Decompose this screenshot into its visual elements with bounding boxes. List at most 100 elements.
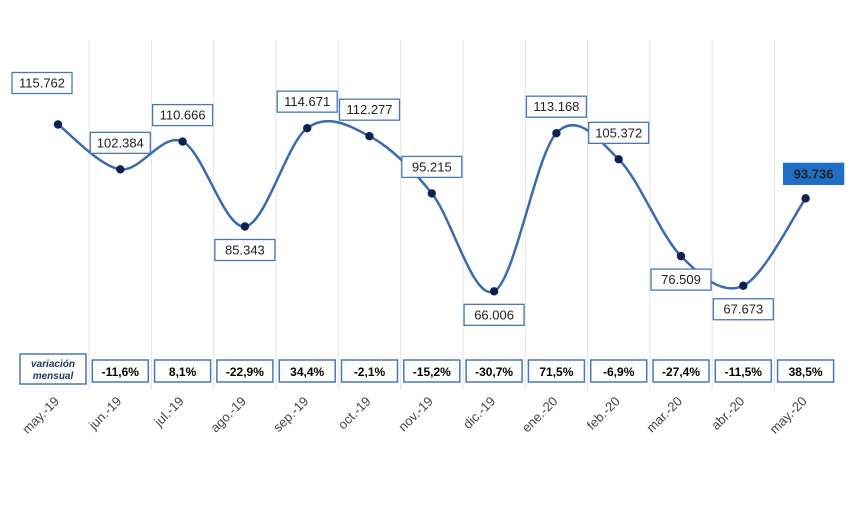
variation-cell: -22,9% xyxy=(216,359,274,383)
variation-box xyxy=(153,359,212,383)
variation-value: -15,2% xyxy=(413,365,451,379)
value-label-text: 76.509 xyxy=(661,272,701,287)
data-point xyxy=(53,120,63,129)
variation-value: -11,6% xyxy=(102,365,140,379)
variation-cell: -11,5% xyxy=(714,359,773,383)
data-point xyxy=(303,123,312,133)
data-point xyxy=(552,129,561,138)
x-tick-label: ago.-19 xyxy=(207,394,249,436)
variation-legend-line2: mensual xyxy=(33,371,74,382)
value-label-box xyxy=(151,103,214,127)
variation-value: 34,4% xyxy=(290,365,324,379)
variation-cell: -30,7% xyxy=(465,359,523,383)
variation-value: -22,9% xyxy=(226,365,264,379)
value-label-text: 85.343 xyxy=(225,242,265,257)
variation-box xyxy=(527,359,586,383)
variation-box xyxy=(714,359,773,383)
data-point xyxy=(801,194,810,203)
value-label-text: 66.006 xyxy=(474,307,514,322)
data-point xyxy=(427,189,436,198)
variation-box xyxy=(91,359,150,383)
value-label-box xyxy=(338,98,401,121)
value-label-text: 93.736 xyxy=(794,166,834,181)
variation-legend-box xyxy=(19,353,87,385)
variation-box xyxy=(589,359,648,383)
x-tick-label: dic.-19 xyxy=(460,394,498,432)
variation-box xyxy=(776,359,835,383)
variation-value: -27,4% xyxy=(662,365,700,379)
variation-cell: -27,4% xyxy=(652,359,710,383)
value-label-text: 112.277 xyxy=(346,102,392,117)
data-point xyxy=(614,155,623,164)
data-point xyxy=(489,287,499,296)
value-label-box xyxy=(276,90,338,113)
value-label: 110.666 xyxy=(151,103,214,127)
variation-box xyxy=(340,359,399,383)
value-label-text: 114.671 xyxy=(284,94,330,109)
value-label: 93.736 xyxy=(782,162,845,186)
value-label: 95.215 xyxy=(401,155,463,179)
x-tick-label: sep.-19 xyxy=(270,394,311,435)
data-point xyxy=(365,131,374,141)
variation-box xyxy=(216,359,274,383)
variation-cell: -6,9% xyxy=(589,359,648,383)
value-label: 85.343 xyxy=(214,238,276,262)
variation-box xyxy=(652,359,710,383)
variation-box xyxy=(403,359,461,383)
value-label-box xyxy=(463,303,525,326)
markers xyxy=(53,120,810,296)
x-tick-label: nov.-19 xyxy=(395,394,436,435)
value-label: 76.509 xyxy=(650,268,712,291)
value-label-box xyxy=(712,298,774,321)
x-axis-ticks: may.-19 jun.-19 jul.-19 ago.-19 sep.-19 oct.-… xyxy=(19,394,810,437)
value-label: 113.168 xyxy=(525,95,588,118)
value-label-box xyxy=(401,155,463,179)
x-tick-label: may.-19 xyxy=(19,394,62,437)
x-tick-label: ene.-20 xyxy=(519,394,561,436)
value-label-text: 115.762 xyxy=(19,76,65,91)
value-label: 114.671 xyxy=(276,90,338,113)
value-label-box xyxy=(214,238,276,262)
variation-value: -30,7% xyxy=(475,365,513,379)
data-point xyxy=(178,137,187,146)
variation-value: -2,1% xyxy=(354,365,386,379)
value-label: 105.372 xyxy=(588,121,650,144)
value-label-text: 67.673 xyxy=(723,302,763,317)
value-label: 102.384 xyxy=(89,131,151,155)
variation-value: -6,9% xyxy=(603,365,635,379)
data-point xyxy=(240,222,250,231)
x-tick-label: may.-20 xyxy=(767,394,810,437)
variation-legend: variación mensual xyxy=(19,353,87,385)
value-label-text: 102.384 xyxy=(97,135,144,150)
variation-cell: -2,1% xyxy=(340,359,399,383)
variation-cell: 8,1% xyxy=(153,359,212,383)
variation-cell: 34,4% xyxy=(278,359,336,383)
data-point xyxy=(739,281,748,290)
variation-value: 71,5% xyxy=(539,365,573,379)
variation-box xyxy=(465,359,523,383)
data-point xyxy=(676,251,686,261)
value-label-box xyxy=(782,162,845,186)
x-tick-label: abr.-20 xyxy=(708,394,747,433)
variation-value: 8,1% xyxy=(169,365,197,379)
variation-box xyxy=(278,359,336,383)
value-label-box xyxy=(650,268,712,291)
data-point xyxy=(116,165,125,174)
value-label-text: 95.215 xyxy=(412,159,452,174)
x-tick-label: feb.-20 xyxy=(584,394,623,433)
value-label-text: 113.168 xyxy=(533,99,579,114)
value-label-box xyxy=(11,71,73,95)
variation-cell: 38,5% xyxy=(776,359,835,383)
value-labels: 115.762 102.384 110.666 85.343 114.671 112.27… xyxy=(11,71,845,326)
variation-value: -11,5% xyxy=(725,365,763,379)
variation-value: 38,5% xyxy=(789,365,823,379)
variation-cell: -11,6% xyxy=(91,359,150,383)
x-tick-label: oct.-19 xyxy=(335,394,374,433)
x-tick-label: jul.-19 xyxy=(150,394,186,430)
value-label-box xyxy=(588,121,650,144)
variation-cell: 71,5% xyxy=(527,359,586,383)
value-label: 115.762 xyxy=(11,71,73,95)
value-label-text: 110.666 xyxy=(160,108,206,123)
variation-legend-line1: variación xyxy=(31,359,75,370)
